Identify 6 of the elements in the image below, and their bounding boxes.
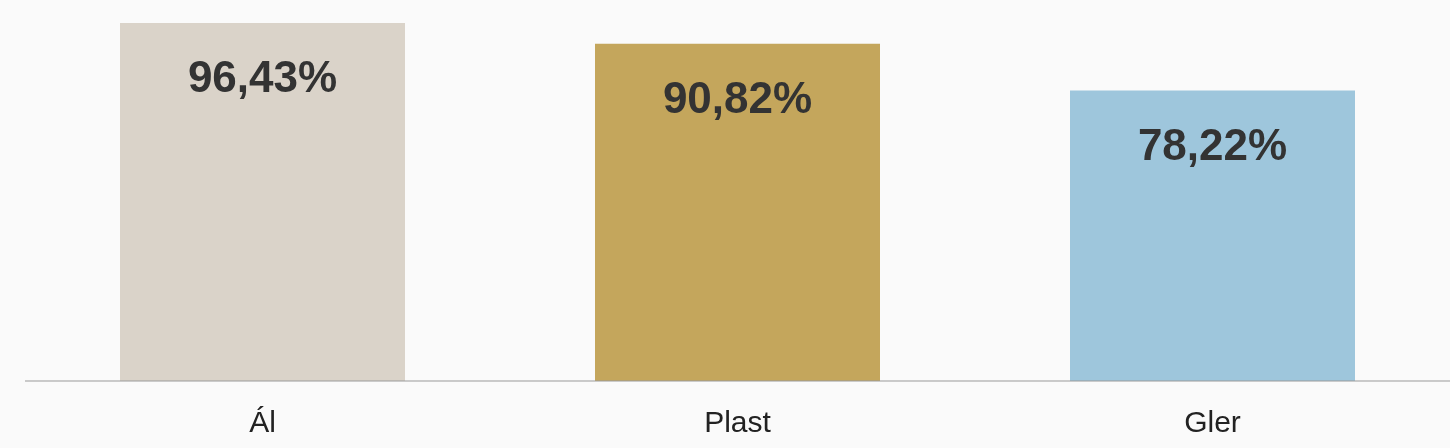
data-label: 78,22% bbox=[1137, 119, 1288, 169]
x-tick-label: Plast bbox=[704, 405, 772, 439]
x-tick-label: Ál bbox=[249, 405, 276, 439]
data-label: 90,82% bbox=[662, 73, 813, 123]
data-label: 96,43% bbox=[187, 52, 338, 102]
x-tick-label: Gler bbox=[1184, 405, 1241, 439]
